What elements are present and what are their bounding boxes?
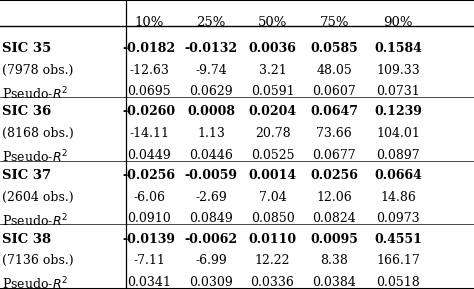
Text: (7978 obs.): (7978 obs.) xyxy=(2,64,74,77)
Text: 0.0204: 0.0204 xyxy=(248,105,297,118)
Text: 0.0446: 0.0446 xyxy=(189,149,233,162)
Text: 0.0973: 0.0973 xyxy=(376,212,420,225)
Text: -0.0062: -0.0062 xyxy=(184,233,237,246)
Text: 50%: 50% xyxy=(258,16,287,29)
Text: Pseudo-$R^2$: Pseudo-$R^2$ xyxy=(2,85,69,102)
Text: 14.86: 14.86 xyxy=(380,191,416,204)
Text: 0.4551: 0.4551 xyxy=(374,233,422,246)
Text: 1.13: 1.13 xyxy=(197,127,225,140)
Text: 0.0850: 0.0850 xyxy=(251,212,294,225)
Text: 0.0110: 0.0110 xyxy=(248,233,297,246)
Text: -6.06: -6.06 xyxy=(133,191,165,204)
Text: 0.0014: 0.0014 xyxy=(248,169,297,182)
Text: 104.01: 104.01 xyxy=(376,127,420,140)
Text: 0.0731: 0.0731 xyxy=(376,85,420,98)
Text: 8.38: 8.38 xyxy=(320,254,348,267)
Text: 12.22: 12.22 xyxy=(255,254,290,267)
Text: 0.0677: 0.0677 xyxy=(312,149,356,162)
Text: 0.0607: 0.0607 xyxy=(312,85,356,98)
Text: 0.0095: 0.0095 xyxy=(310,233,358,246)
Text: Pseudo-$R^2$: Pseudo-$R^2$ xyxy=(2,149,69,165)
Text: SIC 38: SIC 38 xyxy=(2,233,52,246)
Text: -6.99: -6.99 xyxy=(195,254,227,267)
Text: 0.0647: 0.0647 xyxy=(310,105,358,118)
Text: 0.0036: 0.0036 xyxy=(248,42,297,55)
Text: 3.21: 3.21 xyxy=(259,64,286,77)
Text: SIC 36: SIC 36 xyxy=(2,105,52,118)
Text: (2604 obs.): (2604 obs.) xyxy=(2,191,74,204)
Text: 12.06: 12.06 xyxy=(316,191,352,204)
Text: -12.63: -12.63 xyxy=(129,64,169,77)
Text: 0.0897: 0.0897 xyxy=(376,149,420,162)
Text: 20.78: 20.78 xyxy=(255,127,291,140)
Text: 0.0449: 0.0449 xyxy=(128,149,171,162)
Text: 0.0849: 0.0849 xyxy=(189,212,233,225)
Text: 10%: 10% xyxy=(135,16,164,29)
Text: Pseudo-$R^2$: Pseudo-$R^2$ xyxy=(2,212,69,229)
Text: -14.11: -14.11 xyxy=(129,127,169,140)
Text: -0.0059: -0.0059 xyxy=(184,169,237,182)
Text: SIC 35: SIC 35 xyxy=(2,42,52,55)
Text: -0.0132: -0.0132 xyxy=(184,42,237,55)
Text: -0.0256: -0.0256 xyxy=(123,169,176,182)
Text: 0.0341: 0.0341 xyxy=(128,276,171,289)
Text: -7.11: -7.11 xyxy=(133,254,165,267)
Text: 0.1239: 0.1239 xyxy=(374,105,422,118)
Text: 0.0585: 0.0585 xyxy=(310,42,358,55)
Text: 0.1584: 0.1584 xyxy=(374,42,422,55)
Text: 90%: 90% xyxy=(383,16,413,29)
Text: 166.17: 166.17 xyxy=(376,254,420,267)
Text: 0.0384: 0.0384 xyxy=(312,276,356,289)
Text: 48.05: 48.05 xyxy=(316,64,352,77)
Text: 25%: 25% xyxy=(196,16,226,29)
Text: 0.0824: 0.0824 xyxy=(312,212,356,225)
Text: 109.33: 109.33 xyxy=(376,64,420,77)
Text: -9.74: -9.74 xyxy=(195,64,227,77)
Text: 0.0591: 0.0591 xyxy=(251,85,294,98)
Text: -2.69: -2.69 xyxy=(195,191,227,204)
Text: SIC 37: SIC 37 xyxy=(2,169,52,182)
Text: 73.66: 73.66 xyxy=(316,127,352,140)
Text: -0.0182: -0.0182 xyxy=(123,42,176,55)
Text: 0.0309: 0.0309 xyxy=(189,276,233,289)
Text: -0.0139: -0.0139 xyxy=(123,233,176,246)
Text: 0.0518: 0.0518 xyxy=(376,276,420,289)
Text: 7.04: 7.04 xyxy=(259,191,286,204)
Text: 75%: 75% xyxy=(319,16,349,29)
Text: 0.0695: 0.0695 xyxy=(128,85,171,98)
Text: (7136 obs.): (7136 obs.) xyxy=(2,254,74,267)
Text: (8168 obs.): (8168 obs.) xyxy=(2,127,74,140)
Text: 0.0336: 0.0336 xyxy=(251,276,294,289)
Text: Pseudo-$R^2$: Pseudo-$R^2$ xyxy=(2,276,69,289)
Text: 0.0525: 0.0525 xyxy=(251,149,294,162)
Text: 0.0008: 0.0008 xyxy=(187,105,235,118)
Text: 0.0256: 0.0256 xyxy=(310,169,358,182)
Text: -0.0260: -0.0260 xyxy=(123,105,176,118)
Text: 0.0629: 0.0629 xyxy=(189,85,233,98)
Text: 0.0664: 0.0664 xyxy=(374,169,422,182)
Text: 0.0910: 0.0910 xyxy=(128,212,171,225)
